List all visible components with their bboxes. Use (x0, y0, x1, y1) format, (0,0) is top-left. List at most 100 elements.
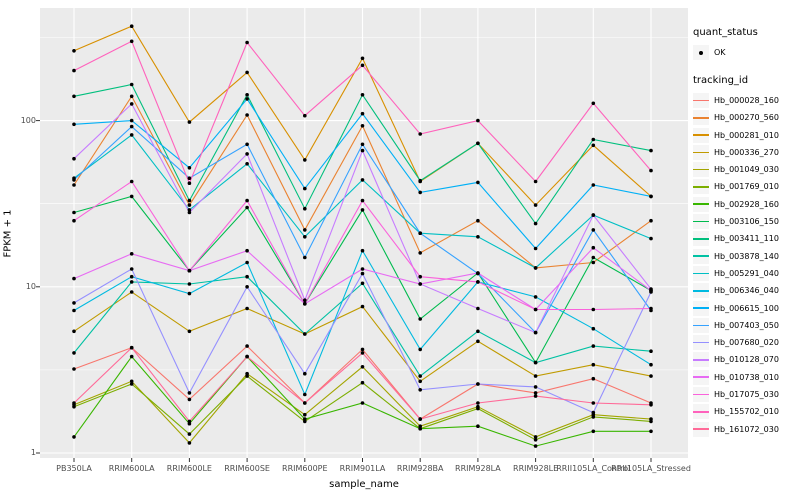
data-point (72, 210, 76, 215)
legend-item-label: Hb_003878_140 (714, 251, 779, 261)
legend-item-label: Hb_007680_020 (714, 338, 779, 348)
data-point (533, 385, 538, 389)
data-point (72, 401, 76, 405)
data-point (591, 326, 596, 331)
data-point (360, 281, 365, 286)
data-point (649, 168, 653, 173)
x-tick-label: RRII105LA_Control (556, 464, 631, 473)
legend-item-label: Hb_006615_100 (714, 303, 779, 313)
data-point (360, 267, 365, 271)
legend-item-label: Hb_007403_050 (714, 320, 779, 330)
data-point (360, 198, 365, 203)
data-point (72, 156, 76, 161)
data-point (72, 178, 76, 182)
data-point (591, 260, 596, 265)
data-point (187, 397, 192, 402)
data-point (129, 280, 134, 284)
series-line-swatch-icon (693, 265, 709, 281)
data-point (129, 94, 134, 99)
data-point (649, 288, 653, 293)
legend-item-Hb_001049_030: Hb_001049_030 (693, 161, 799, 178)
legend-item-Hb_005291_040: Hb_005291_040 (693, 265, 799, 282)
data-point (245, 162, 249, 166)
data-point (418, 374, 423, 378)
data-point (129, 82, 134, 87)
data-point (533, 330, 538, 335)
data-point (649, 429, 653, 434)
legend: quant_status OK tracking_id Hb_000028_16… (693, 27, 799, 438)
data-point (360, 351, 365, 355)
legend-item-Hb_010738_010: Hb_010738_010 (693, 369, 799, 386)
legend-item-label: Hb_003411_110 (714, 234, 779, 244)
data-point (418, 132, 423, 136)
data-point (591, 410, 596, 415)
data-point (649, 349, 653, 354)
data-point (360, 347, 365, 352)
data-point (129, 267, 134, 271)
data-point (360, 304, 365, 309)
legend-title-tracking-id: tracking_id (693, 75, 749, 86)
series-line-swatch-icon (693, 404, 709, 420)
data-point (187, 391, 192, 395)
data-point (72, 367, 76, 371)
data-point (360, 63, 365, 68)
data-point (303, 206, 307, 211)
data-point (303, 235, 307, 239)
data-point (72, 94, 76, 99)
data-point (649, 374, 653, 378)
data-point (418, 231, 423, 235)
data-point (245, 142, 249, 147)
data-point (360, 178, 365, 182)
data-point (476, 141, 480, 146)
data-point (245, 354, 249, 359)
series-line-swatch-icon (693, 93, 709, 108)
data-point (303, 255, 307, 260)
data-point (187, 210, 192, 215)
data-point (476, 235, 480, 239)
data-point (418, 317, 423, 321)
data-point (187, 441, 192, 445)
data-point (303, 228, 307, 232)
legend-item-label: Hb_002928_160 (714, 199, 779, 209)
data-point (649, 194, 653, 199)
legend-item-Hb_003411_110: Hb_003411_110 (693, 230, 799, 247)
legend-item-Hb_000270_560: Hb_000270_560 (693, 109, 799, 126)
data-point (245, 374, 249, 378)
data-point (303, 412, 307, 417)
data-point (476, 339, 480, 344)
data-point (533, 295, 538, 299)
data-point (303, 186, 307, 191)
data-point (476, 382, 480, 386)
data-point (129, 118, 134, 123)
data-point (129, 24, 134, 29)
legend-item-label: Hb_010738_010 (714, 372, 779, 382)
data-point (591, 228, 596, 232)
data-point (72, 351, 76, 355)
series-line-swatch-icon (693, 231, 709, 247)
legend-item-Hb_000336_270: Hb_000336_270 (693, 144, 799, 161)
legend-item-ok-label: OK (714, 48, 726, 57)
data-point (591, 429, 596, 434)
data-point (303, 298, 307, 303)
data-point (129, 274, 134, 279)
data-point (129, 354, 134, 359)
data-point (591, 376, 596, 381)
legend-item-label: Hb_005291_040 (714, 268, 779, 278)
data-point (245, 274, 249, 279)
data-point (476, 406, 480, 411)
data-point (533, 360, 538, 365)
data-point (533, 374, 538, 378)
data-point (245, 97, 249, 101)
data-point (72, 183, 76, 187)
x-tick-label: PB350LA (56, 464, 92, 473)
data-point (187, 329, 192, 334)
series-line-swatch-icon (693, 179, 709, 195)
legend-item-Hb_017075_030: Hb_017075_030 (693, 386, 799, 403)
data-point (303, 401, 307, 405)
x-tick-label: RRIM928LE (513, 464, 559, 473)
data-point (533, 438, 538, 442)
data-point (591, 415, 596, 419)
data-point (533, 307, 538, 312)
data-point (360, 248, 365, 253)
data-point (360, 271, 365, 276)
